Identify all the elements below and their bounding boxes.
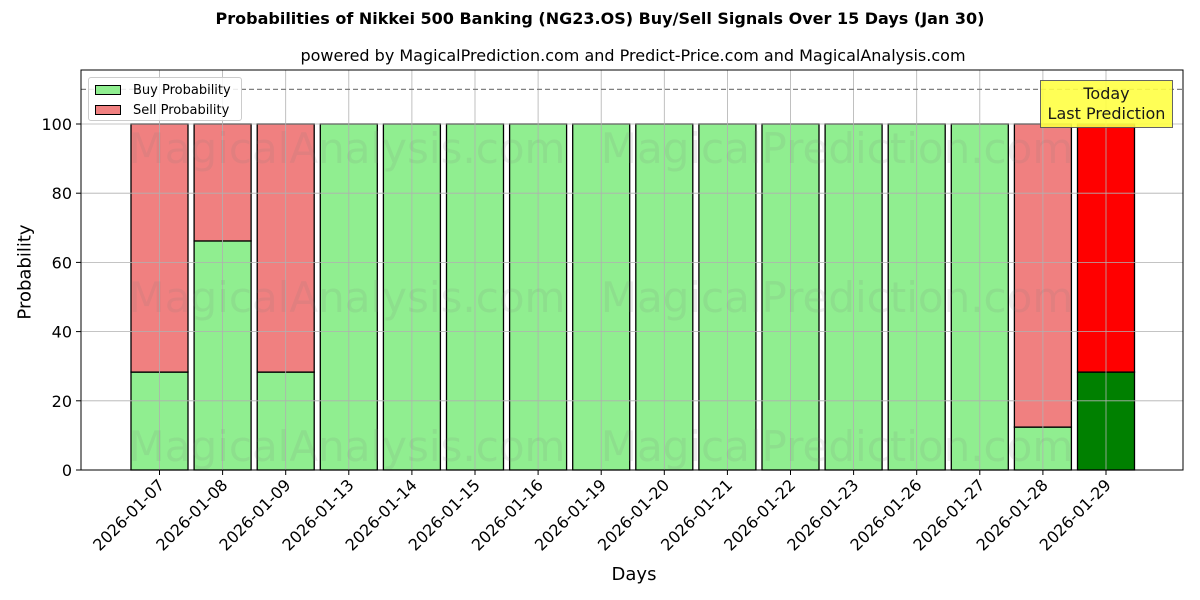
chart-legend: Buy Probability Sell Probability (88, 77, 242, 121)
chart-title: Probabilities of Nikkei 500 Banking (NG2… (215, 9, 985, 28)
sell-swatch-icon (95, 105, 121, 115)
watermark-text: MagicalPrediction.com (601, 422, 1074, 471)
buy-swatch-icon (95, 85, 121, 95)
y-tick-label: 80 (52, 184, 72, 203)
y-tick-label: 40 (52, 323, 72, 342)
annotation-line-2: Last Prediction (1047, 104, 1166, 123)
watermark-text: MagicalAnalysis.com (129, 273, 566, 322)
legend-item-buy: Buy Probability (95, 81, 231, 99)
x-axis-label: Days (611, 564, 657, 585)
watermark-text: MagicalAnalysis.com (129, 422, 566, 471)
today-annotation: Today Last Prediction (1040, 80, 1173, 128)
y-tick-label: 20 (52, 392, 72, 411)
y-tick-label: 100 (41, 115, 72, 134)
legend-buy-label: Buy Probability (133, 82, 231, 98)
legend-sell-label: Sell Probability (133, 102, 230, 118)
y-tick-label: 0 (62, 461, 72, 480)
watermark-text: MagicalPrediction.com (601, 273, 1074, 322)
y-axis-label: Probability (14, 224, 36, 320)
chart-subtitle: powered by MagicalPrediction.com and Pre… (300, 46, 966, 65)
watermark-text: MagicalAnalysis.com (129, 124, 566, 173)
plot-frame (80, 69, 1184, 471)
watermark-text: MagicalPrediction.com (601, 124, 1074, 173)
annotation-line-1: Today (1083, 84, 1130, 103)
legend-item-sell: Sell Probability (95, 101, 229, 119)
y-tick-label: 60 (52, 253, 72, 272)
